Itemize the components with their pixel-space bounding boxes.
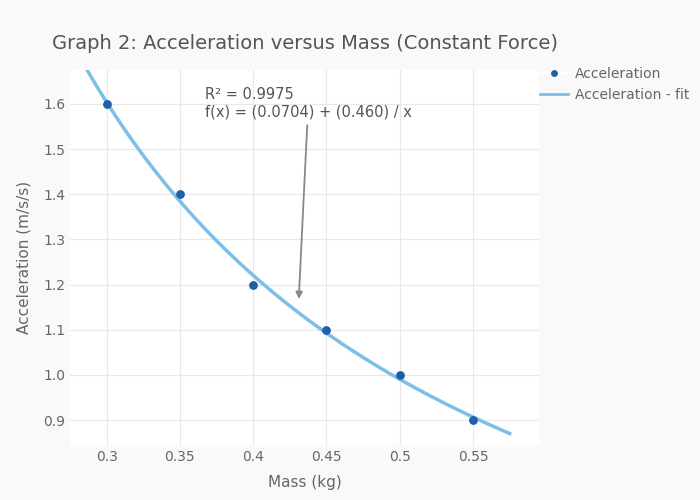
Acceleration <box>248 280 259 288</box>
Acceleration <box>174 190 186 198</box>
Acceleration - fit <box>248 272 257 278</box>
Line: Acceleration - fit: Acceleration - fit <box>85 66 510 434</box>
Acceleration <box>321 326 332 334</box>
Text: R² = 0.9975
f(x) = (0.0704) + (0.460) / x: R² = 0.9975 f(x) = (0.0704) + (0.460) / … <box>205 88 412 297</box>
Acceleration - fit <box>387 372 395 378</box>
Acceleration <box>394 371 405 379</box>
Acceleration <box>101 100 112 108</box>
Acceleration - fit <box>132 142 140 148</box>
Acceleration - fit <box>505 430 514 436</box>
Acceleration - fit <box>348 348 356 354</box>
Acceleration - fit <box>80 62 89 68</box>
Acceleration - fit <box>389 373 398 379</box>
Y-axis label: Acceleration (m/s/s): Acceleration (m/s/s) <box>17 181 32 334</box>
Acceleration - fit <box>219 244 228 250</box>
Acceleration <box>468 416 479 424</box>
Title: Graph 2: Acceleration versus Mass (Constant Force): Graph 2: Acceleration versus Mass (Const… <box>52 34 557 53</box>
Legend: Acceleration, Acceleration - fit: Acceleration, Acceleration - fit <box>540 67 690 102</box>
X-axis label: Mass (kg): Mass (kg) <box>267 475 342 490</box>
